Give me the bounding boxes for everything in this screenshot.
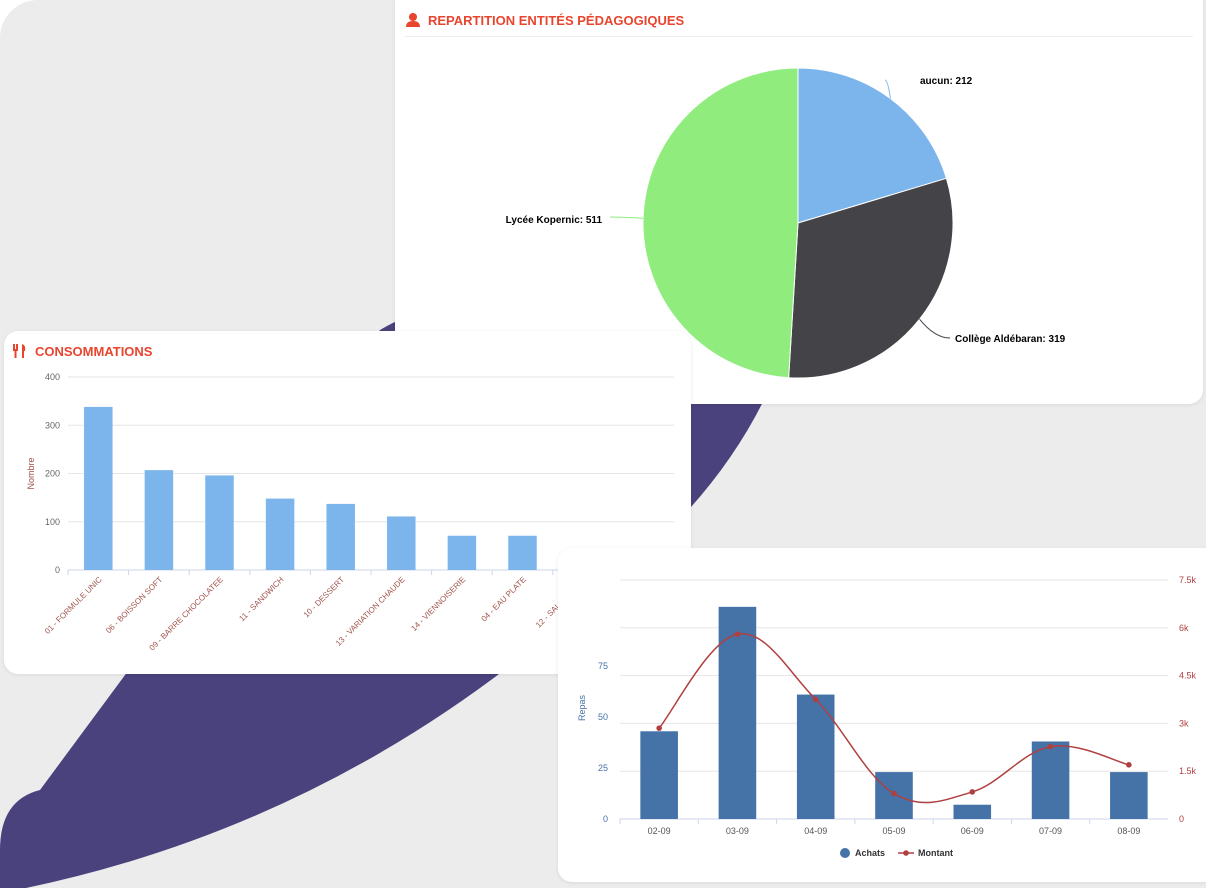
legend-achats-marker <box>840 848 850 858</box>
legend-montant-marker <box>903 850 909 856</box>
bar <box>1031 741 1070 819</box>
pie-connector <box>609 216 644 219</box>
pie-data-label: Lycée Kopernic: 511 <box>506 215 603 226</box>
bar <box>387 516 416 570</box>
x-tick-label: 04 - EAU PLATE <box>480 575 528 623</box>
y-axis-title: Repas <box>577 694 587 721</box>
x-tick-label: 06 - BOISSON SOFT <box>104 575 164 635</box>
bar <box>953 804 992 819</box>
bar <box>326 503 355 570</box>
y-tick-label: 0 <box>603 814 608 824</box>
x-tick-label: 02-09 <box>648 826 671 836</box>
legend-montant-label: Montant <box>918 848 953 858</box>
x-tick-label: 13 - VARIATION CHAUDE <box>334 575 407 648</box>
bar <box>718 606 757 819</box>
pie-slice <box>642 67 799 379</box>
y-tick-label: 100 <box>45 517 60 527</box>
x-tick-label: 06-09 <box>961 826 984 836</box>
bar <box>1110 772 1148 819</box>
pie-title-rule <box>405 36 1193 37</box>
pie-slice <box>788 177 954 379</box>
bar-title-text: CONSOMMATIONS <box>35 343 153 359</box>
y-axis-title: Nombre <box>26 457 36 489</box>
x-tick-label: 11 - SANDWICH <box>237 575 285 623</box>
bar <box>640 731 678 819</box>
x-tick-label: 09 - BARRE CHOCOLATEE <box>148 575 225 652</box>
montant-point <box>969 789 976 795</box>
x-tick-label: 01 - FORMULE UNIC <box>43 575 104 636</box>
montant-point <box>812 696 819 703</box>
y-tick-label: 400 <box>45 372 60 382</box>
x-tick-label: 04-09 <box>804 826 827 836</box>
montant-point <box>1047 743 1054 750</box>
y2-tick-label: 1.5k <box>1179 766 1197 776</box>
pie-data-label: Collège Aldébaran: 319 <box>955 334 1066 345</box>
y2-tick-label: 0 <box>1179 814 1184 824</box>
montant-point <box>734 631 741 637</box>
pie-chart: aucun: 212 Collège Aldébaran: 319 Lycée Ko… <box>506 67 1066 379</box>
pie-title-text: REPARTITION ENTITÉS PÉDAGOGIQUES <box>428 12 685 28</box>
y-tick-label: 0 <box>55 565 60 575</box>
x-tick-label: 05-09 <box>882 826 905 836</box>
y-tick-label: 75 <box>598 661 608 671</box>
x-tick-label: 07-09 <box>1039 826 1062 836</box>
y-tick-label: 50 <box>598 712 608 722</box>
y2-tick-label: 7.5k <box>1179 575 1197 585</box>
pie-card-title: REPARTITION ENTITÉS PÉDAGOGIQUES <box>405 12 684 28</box>
pie-connector <box>919 318 951 339</box>
x-tick-label: 08-09 <box>1117 826 1140 836</box>
montant-point <box>891 790 897 797</box>
bar <box>144 470 174 570</box>
bar <box>205 475 234 570</box>
y-tick-label: 300 <box>45 420 60 430</box>
bar-card-title: CONSOMMATIONS <box>12 343 152 359</box>
pie-card: REPARTITION ENTITÉS PÉDAGOGIQUES aucun: … <box>395 0 1203 404</box>
y2-tick-label: 3k <box>1179 718 1189 728</box>
legend-achats-label: Achats <box>855 848 885 858</box>
montant-point <box>1126 762 1132 768</box>
pie-connector <box>884 79 891 99</box>
y-tick-label: 25 <box>598 763 608 773</box>
y2-tick-label: 4.5k <box>1179 671 1197 681</box>
achats-montant-card: 0 1.5k 3k 4.5k 6k 7.5k 0 25 50 75 Repas Montant 02-0… <box>558 548 1206 882</box>
bar <box>447 535 477 570</box>
y-tick-label: 200 <box>45 469 60 479</box>
bar <box>84 406 113 570</box>
achats-montant-combo-chart: 0 1.5k 3k 4.5k 6k 7.5k 0 25 50 75 Repas Montant 02-0… <box>577 575 1197 858</box>
bar <box>265 498 295 570</box>
bar <box>796 694 835 819</box>
montant-point <box>656 725 662 731</box>
user-icon <box>406 13 420 27</box>
x-tick-label: 14 - VIENNOISERIE <box>409 575 467 633</box>
x-tick-label: 10 - DESSERT <box>302 575 346 619</box>
y2-tick-label: 6k <box>1179 623 1189 633</box>
fork-knife-icon <box>13 344 26 358</box>
pie-data-label: aucun: 212 <box>920 76 973 87</box>
bar <box>508 535 537 570</box>
x-tick-label: 03-09 <box>726 826 749 836</box>
